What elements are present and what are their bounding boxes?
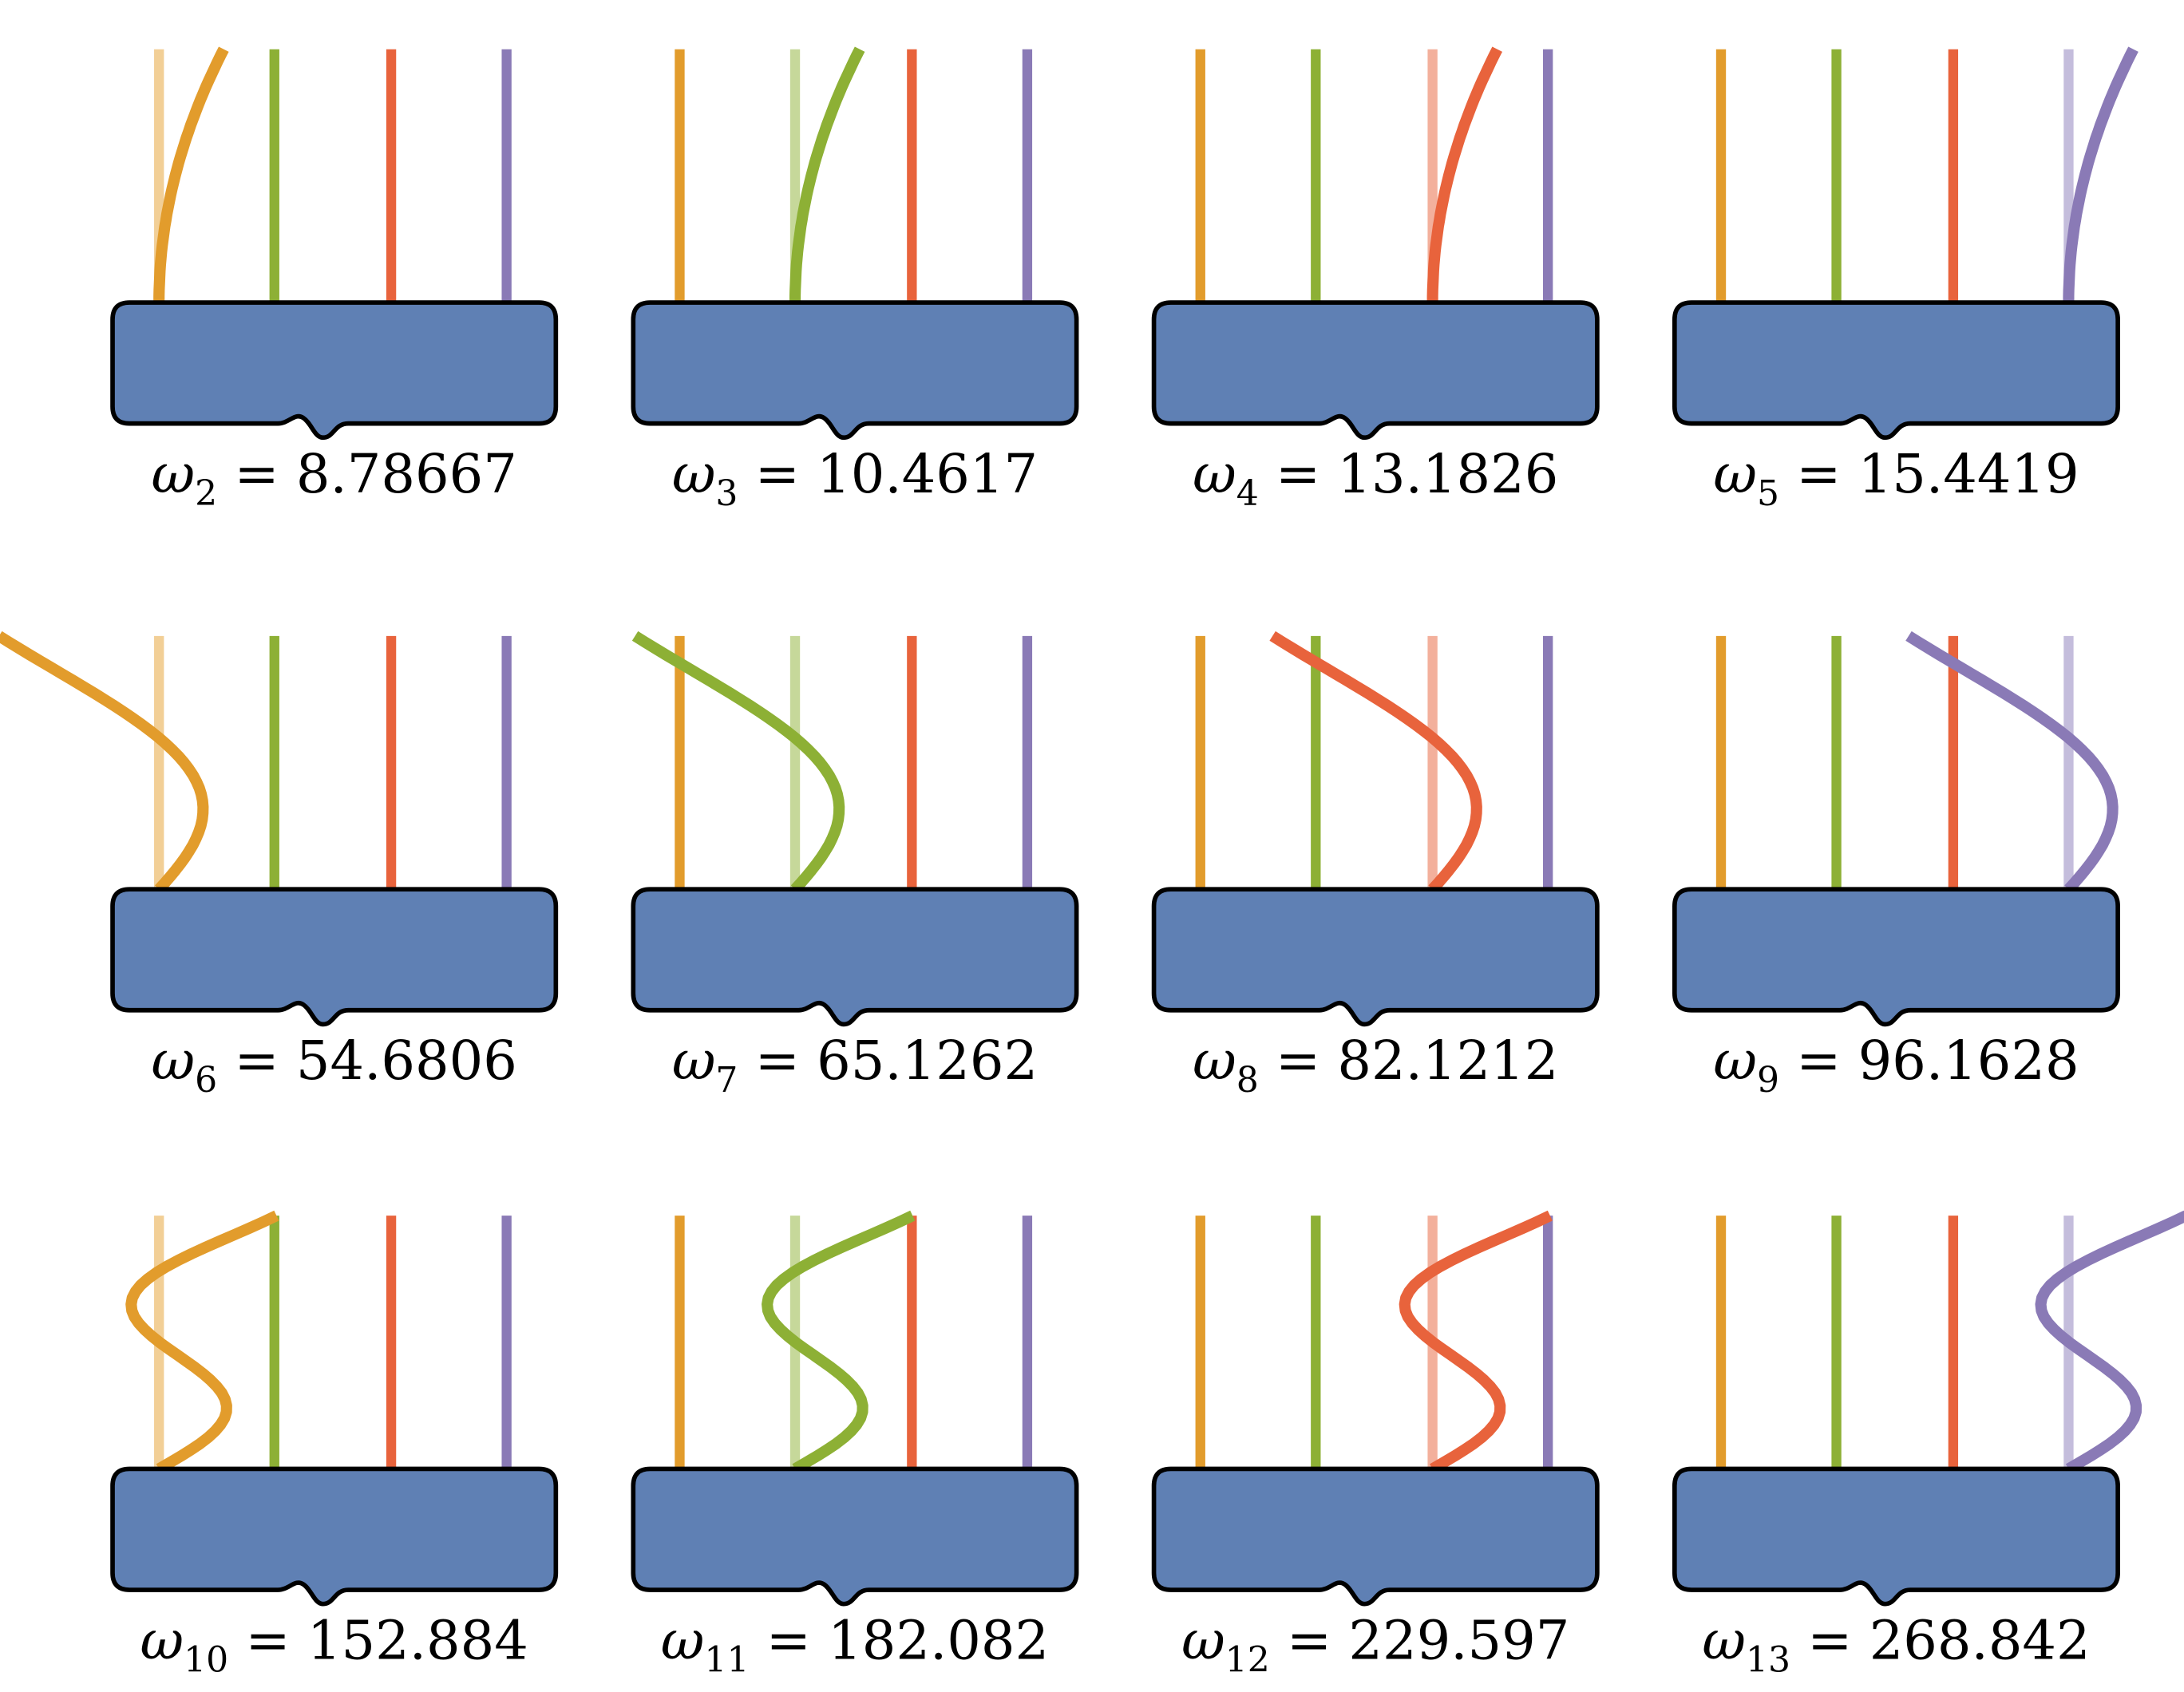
base-block [1672, 887, 2120, 1027]
base-block [631, 1466, 1079, 1607]
frequency-label: ω3 = 10.4617 [672, 443, 1038, 514]
mode-panel: ω10 = 152.884 [110, 1210, 559, 1680]
mode-index: 6 [195, 1060, 217, 1101]
base-block [1151, 300, 1600, 441]
frequency-value: = 152.884 [228, 1609, 528, 1671]
base-block [1672, 1466, 2120, 1607]
deflected-reed [1905, 631, 2119, 893]
omega-symbol: ω [1181, 1609, 1225, 1671]
frequency-value: = 182.082 [749, 1609, 1049, 1671]
deflected-reed [1399, 1210, 1553, 1474]
mode-panel: ω6 = 54.6806 [0, 631, 559, 1101]
frequency-label: ω8 = 82.1212 [1193, 1030, 1558, 1101]
frequency-label: ω10 = 152.884 [140, 1609, 528, 1680]
mode-index: 2 [195, 473, 217, 514]
mode-index: 8 [1236, 1060, 1259, 1101]
deflected-reed [2035, 1210, 2184, 1474]
frequency-label: ω7 = 65.1262 [672, 1030, 1038, 1101]
mode-index: 3 [715, 473, 738, 514]
base-block [110, 887, 559, 1027]
mode-index: 12 [1225, 1639, 1270, 1680]
frequency-label: ω12 = 229.597 [1181, 1609, 1569, 1680]
mode-index: 5 [1757, 473, 1779, 514]
base-block [110, 1466, 559, 1607]
frequency-value: = 13.1826 [1259, 443, 1559, 505]
omega-symbol: ω [1193, 1030, 1236, 1092]
deflected-reed [789, 46, 865, 303]
frequency-label: ω2 = 8.78667 [152, 443, 517, 514]
frequency-value: = 15.4419 [1779, 443, 2079, 505]
deflected-reed [2063, 46, 2138, 303]
frequency-value: = 65.1262 [738, 1030, 1038, 1092]
frequency-value: = 268.842 [1790, 1609, 2091, 1671]
mode-panel: ω7 = 65.1262 [631, 631, 1079, 1101]
frequency-label: ω4 = 13.1826 [1193, 443, 1558, 514]
frequency-label: ω6 = 54.6806 [152, 1030, 517, 1101]
mode-index: 7 [715, 1060, 738, 1101]
deflected-reed [1269, 631, 1482, 893]
mode-index: 9 [1757, 1060, 1779, 1101]
frequency-label: ω5 = 15.4419 [1713, 443, 2079, 514]
mode-panel: ω5 = 15.4419 [1672, 46, 2138, 514]
omega-symbol: ω [661, 1609, 705, 1671]
mode-index: 11 [704, 1639, 749, 1680]
deflected-reed [0, 631, 209, 893]
mode-panel: ω8 = 82.1212 [1151, 631, 1600, 1101]
base-block [110, 300, 559, 441]
omega-symbol: ω [152, 443, 196, 505]
mode-panel: ω3 = 10.4617 [631, 46, 1079, 514]
mode-index: 4 [1236, 473, 1259, 514]
mode-index: 10 [184, 1639, 228, 1680]
deflected-reed [631, 631, 845, 893]
omega-symbol: ω [152, 1030, 196, 1092]
frequency-label: ω9 = 96.1628 [1713, 1030, 2079, 1101]
deflected-reed [762, 1210, 916, 1474]
frequency-value: = 96.1628 [1779, 1030, 2079, 1092]
mode-panel: ω2 = 8.78667 [110, 46, 559, 514]
frequency-label: ω13 = 268.842 [1702, 1609, 2090, 1680]
omega-symbol: ω [672, 443, 716, 505]
frequency-value: = 54.6806 [217, 1030, 517, 1092]
omega-symbol: ω [140, 1609, 184, 1671]
deflected-reed [125, 1210, 279, 1474]
frequency-value: = 229.597 [1270, 1609, 1570, 1671]
omega-symbol: ω [672, 1030, 716, 1092]
base-block [1151, 1466, 1600, 1607]
frequency-value: = 82.1212 [1259, 1030, 1559, 1092]
base-block [1151, 887, 1600, 1027]
base-block [631, 300, 1079, 441]
base-block [631, 887, 1079, 1027]
mode-panel: ω4 = 13.1826 [1151, 46, 1600, 514]
deflected-reed [1426, 46, 1502, 303]
omega-symbol: ω [1193, 443, 1236, 505]
mode-panel: ω9 = 96.1628 [1672, 631, 2120, 1101]
frequency-value: = 10.4617 [738, 443, 1038, 505]
deflected-reed [153, 46, 229, 303]
frequency-value: = 8.78667 [217, 443, 517, 505]
base-block [1672, 300, 2120, 441]
mode-panel: ω11 = 182.082 [631, 1210, 1079, 1680]
omega-symbol: ω [1702, 1609, 1746, 1671]
mode-panel: ω12 = 229.597 [1151, 1210, 1600, 1680]
frequency-label: ω11 = 182.082 [661, 1609, 1049, 1680]
omega-symbol: ω [1713, 443, 1757, 505]
mode-panel: ω13 = 268.842 [1672, 1210, 2184, 1680]
mode-index: 13 [1746, 1639, 1790, 1680]
omega-symbol: ω [1713, 1030, 1757, 1092]
